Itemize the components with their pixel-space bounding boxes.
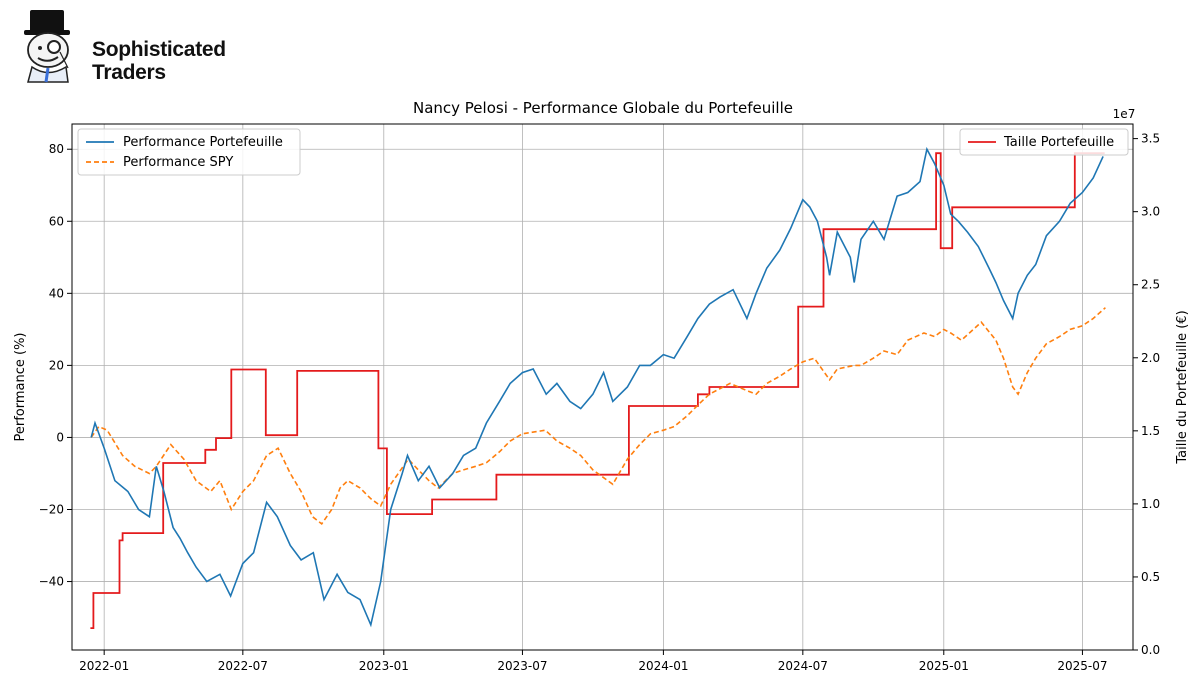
y2-offset-text: 1e7 (1113, 107, 1136, 121)
plot-frame (71, 123, 1134, 651)
x-tick-label: 2024-07 (778, 659, 828, 673)
portfolio-series-layer (90, 146, 1104, 628)
legend-size-label: Taille Portefeuille (1003, 135, 1114, 150)
y-tick-label: −20 (39, 502, 64, 516)
spy-series-layer (90, 307, 1106, 526)
y-tick-label: 40 (49, 286, 64, 300)
monocle-top-hat-mascot-icon (24, 10, 70, 83)
x-axis: 2022-01 2022-07 2023-01 2023-07 2024-01 2024-… (79, 650, 1108, 673)
size-series-layer (90, 152, 1105, 629)
y-tick-label: 80 (49, 142, 64, 156)
x-tick-label: 2022-07 (218, 659, 268, 673)
y2-tick-label: 3.0 (1141, 205, 1160, 219)
x-tick-label: 2023-01 (359, 659, 409, 673)
y2-tick-label: 0.0 (1141, 643, 1160, 657)
y2-tick-label: 0.5 (1141, 570, 1160, 584)
y-axis-right: 3.5 3.0 2.5 2.0 1.5 1.0 0.5 0.0 (1133, 132, 1160, 657)
legend-portfolio-label: Performance Portefeuille (123, 135, 283, 150)
legend-right: Taille Portefeuille (959, 128, 1129, 156)
brand-line-1: Sophisticated (92, 38, 226, 61)
legend-left: Performance Portefeuille Performance SPY (77, 128, 301, 176)
x-tick-label: 2022-01 (79, 659, 129, 673)
y-tick-label: 20 (49, 358, 64, 372)
y-tick-label: −40 (39, 575, 64, 589)
y-tick-label: 60 (49, 214, 64, 228)
series-taille-portefeuille (90, 152, 1105, 629)
x-tick-label: 2025-07 (1057, 659, 1107, 673)
y2-tick-label: 2.5 (1141, 278, 1160, 292)
chart-title: Nancy Pelosi - Performance Globale du Po… (413, 99, 793, 117)
legend-left-box (77, 128, 301, 176)
x-tick-label: 2023-07 (497, 659, 547, 673)
y-tick-label: 0 (56, 430, 64, 444)
y-axis-label: Performance (%) (13, 332, 28, 441)
y2-axis-label: Taille du Portefeuille (€) (1175, 310, 1190, 464)
series-performance-portefeuille (90, 146, 1104, 628)
brand-name: Sophisticated Traders (92, 38, 226, 84)
y2-tick-label: 2.0 (1141, 351, 1160, 365)
brand-logo: Sophisticated Traders (16, 8, 276, 88)
legend-right-box (959, 128, 1129, 156)
grid (72, 124, 1133, 650)
legend-spy-label: Performance SPY (123, 155, 233, 170)
y2-tick-label: 3.5 (1141, 132, 1160, 146)
x-tick-label: 2025-01 (919, 659, 969, 673)
y-axis-left: 80 60 40 20 0 −20 −40 (39, 142, 72, 589)
y2-tick-label: 1.0 (1141, 497, 1160, 511)
brand-line-2: Traders (92, 61, 166, 84)
y2-tick-label: 1.5 (1141, 424, 1160, 438)
series-performance-spy (90, 307, 1106, 526)
x-tick-label: 2024-01 (638, 659, 688, 673)
